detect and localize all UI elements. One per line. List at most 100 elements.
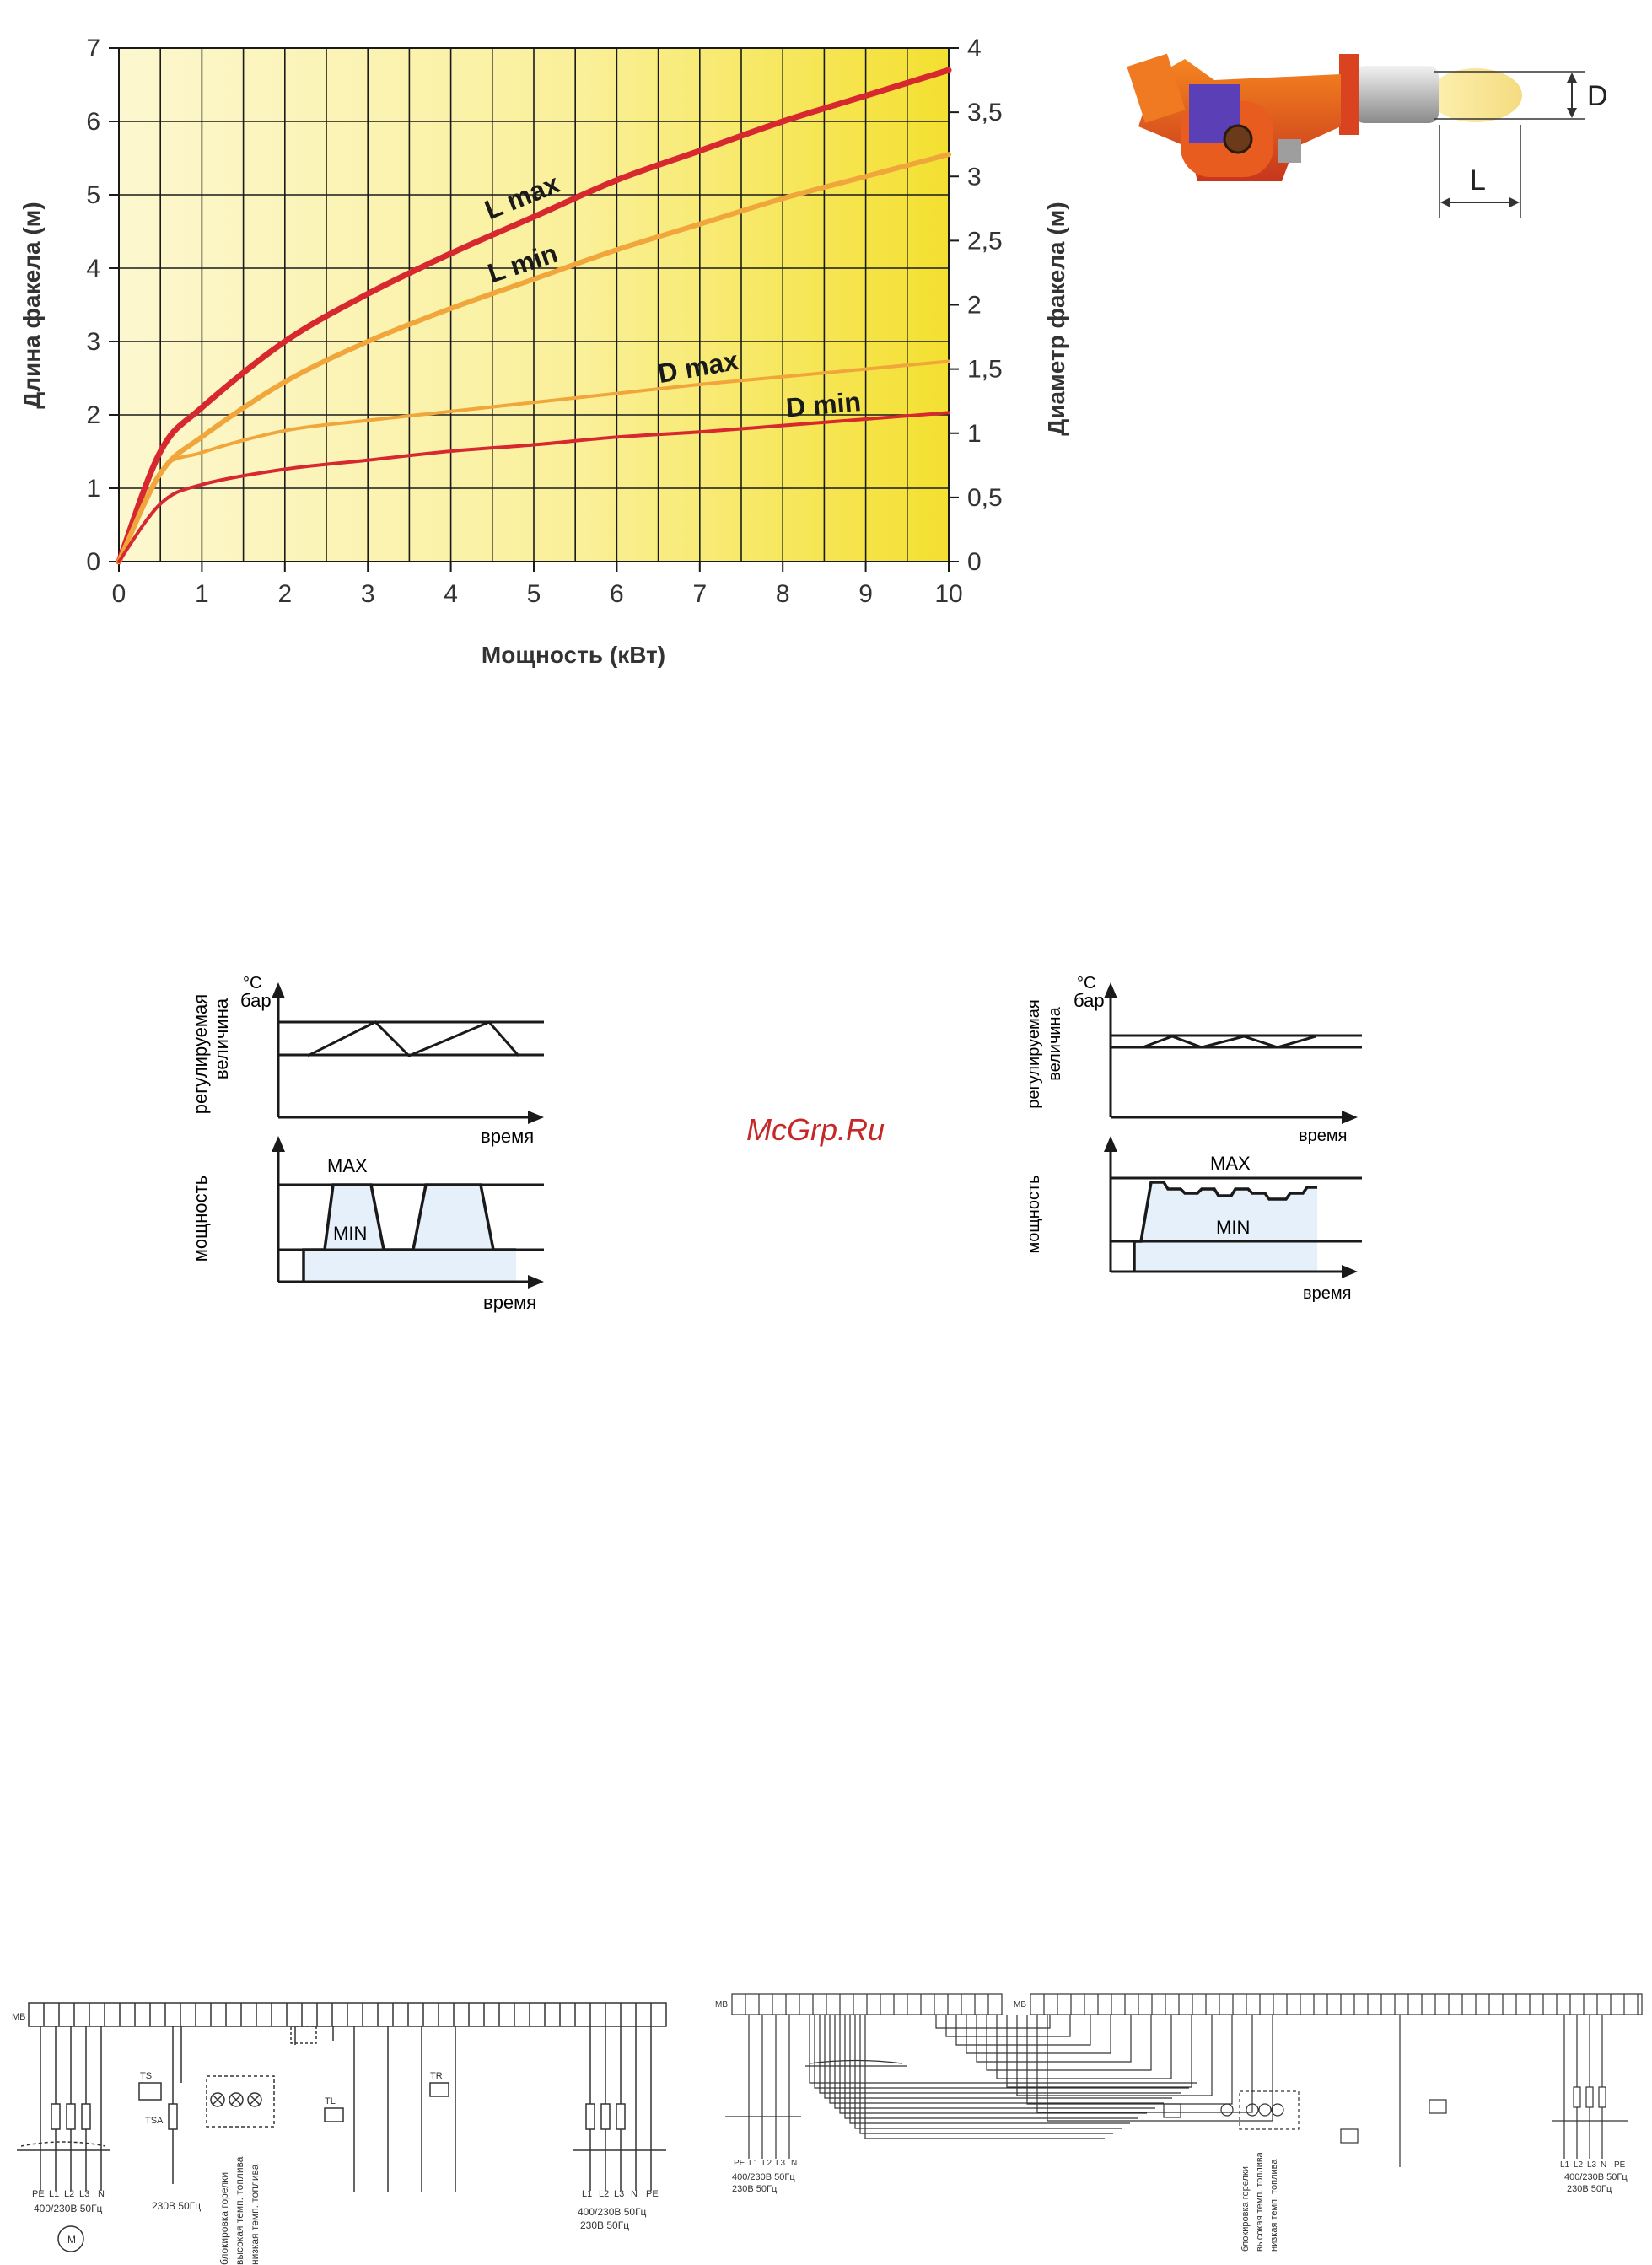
wiring-right-labels: PE L1 L2 L3 N 400/230В 50Гц 230В 50Гц бл… <box>732 2151 1628 2252</box>
terminal-strip-right <box>1030 1993 1643 2015</box>
flame-shape <box>1429 68 1522 122</box>
control-wire <box>1016 2015 1213 2096</box>
terminals <box>43 2003 652 2026</box>
y-tick-label: 7 <box>86 35 100 62</box>
y-tick-label: 4 <box>86 255 100 282</box>
y-label-value: величина <box>211 998 232 1079</box>
vertical-label: блокировка горелки <box>218 2172 230 2265</box>
y-axis-label: Длина факела (м) <box>19 202 45 408</box>
phase-label: L1 <box>1560 2160 1570 2170</box>
control-wire <box>1047 2015 1273 2122</box>
ts-label: TS <box>140 2071 152 2081</box>
y2-tick-label: 4 <box>967 35 982 62</box>
x-tick-label: 3 <box>361 580 375 608</box>
right-supply-1: 400/230В 50Гц <box>578 2206 647 2218</box>
lamp-icons <box>206 2075 275 2128</box>
terminals-2 <box>745 1994 1639 2015</box>
vertical-label: блокировка горелки <box>1240 2166 1251 2252</box>
supply-label-2: 400/230В 50Гц <box>732 2172 795 2182</box>
control-wire <box>829 2015 1164 2104</box>
y-label-regulated: регулируемая <box>190 994 211 1114</box>
wiring-right: MB MB <box>715 1993 1643 2167</box>
phase-label: L1 <box>582 2189 592 2199</box>
flange <box>1339 54 1359 135</box>
series-label: D min <box>785 386 863 423</box>
control-left: °C бар регулируемая величина время MAX M… <box>190 974 544 1313</box>
phase-label: N <box>1601 2160 1606 2170</box>
control-wire <box>854 2015 1122 2129</box>
y-tick-label: 0 <box>86 548 100 576</box>
control-wire <box>935 2015 1051 2029</box>
min-label: MIN <box>333 1223 367 1244</box>
phase-label: L3 <box>1587 2160 1597 2170</box>
vertical-label: низкая темп. топлива <box>1269 2159 1279 2252</box>
right-supply-3: 400/230В 50Гц <box>1564 2172 1628 2182</box>
length-label: L <box>1470 164 1486 196</box>
y2-tick-label: 0 <box>967 548 982 576</box>
y-tick-label: 6 <box>86 108 100 136</box>
control-wire <box>814 2015 1189 2089</box>
x-tick-label: 2 <box>277 580 292 608</box>
phase-label: L3 <box>614 2189 624 2199</box>
y2-tick-label: 0,5 <box>967 484 1003 512</box>
y2-tick-labels: 0 0,5 1 1,5 2 2,5 3 3,5 4 <box>949 35 1003 576</box>
control-wire <box>824 2015 1172 2099</box>
control-right: °C бар регулируемая величина время MAX M… <box>1025 974 1362 1303</box>
control-box <box>1278 139 1301 163</box>
power-trace <box>302 1183 516 1282</box>
tsa-label: TSA <box>145 2116 164 2126</box>
control-wire <box>996 2015 1172 2079</box>
control-wire <box>864 2015 1105 2139</box>
x-tick-label: 5 <box>527 580 541 608</box>
vertical-label: высокая темп. топлива <box>1255 2151 1265 2252</box>
terminal-block-label-3: MB <box>1014 2000 1026 2009</box>
svg-text:M: M <box>67 2234 76 2246</box>
phase-label: L1 <box>49 2189 59 2199</box>
supply-label-3: 230В 50Гц <box>732 2184 778 2194</box>
phase-label: PE <box>734 2159 745 2168</box>
y-label-value-2: величина <box>1046 1006 1064 1080</box>
x-tick-label: 7 <box>692 580 707 608</box>
regulated-value-trace <box>307 1020 520 1057</box>
fan-icon <box>1223 124 1253 154</box>
y2-tick-label: 1,5 <box>967 356 1003 384</box>
y-label-power-2: мощность <box>1025 1175 1043 1253</box>
burner-diagram: D L <box>1127 53 1608 218</box>
control-wire <box>844 2015 1138 2119</box>
x-label-time-3: время <box>1299 1127 1347 1145</box>
unit-celsius-2: °C <box>1077 974 1095 993</box>
control-wire <box>819 2015 1181 2094</box>
x-tick-label: 1 <box>195 580 209 608</box>
x-tick-label: 8 <box>776 580 790 608</box>
control-wire <box>966 2015 1111 2054</box>
wiring-left-labels: PE L1 L2 L3 N 400/230В 50Гц M TS TSA 230… <box>32 2071 659 2265</box>
phase-label: N <box>631 2189 638 2199</box>
y-tick-labels: 0 1 2 3 4 5 6 7 <box>86 35 119 576</box>
y-tick-label: 1 <box>86 475 100 503</box>
motor-icon <box>57 2225 84 2252</box>
control-wire <box>834 2015 1155 2109</box>
phase-label: L2 <box>64 2189 74 2199</box>
tr-label: TR <box>430 2071 443 2081</box>
y2-tick-label: 3 <box>967 163 982 191</box>
diameter-label: D <box>1587 80 1608 112</box>
phase-label: L3 <box>776 2159 786 2168</box>
control-wire <box>945 2015 1071 2037</box>
x-tick-label: 9 <box>858 580 873 608</box>
phase-label: PE <box>1614 2160 1626 2170</box>
y2-tick-label: 2 <box>967 292 982 320</box>
power-fill-mod <box>1134 1182 1317 1272</box>
unit-celsius: °C <box>243 974 261 993</box>
x-tick-label: 6 <box>610 580 624 608</box>
blast-tube <box>1354 66 1439 123</box>
y-label-power: мощность <box>190 1176 211 1262</box>
watermark: McGrp.Ru <box>746 1112 885 1147</box>
phase-label: PE <box>646 2189 659 2199</box>
series-line-l-max <box>116 67 952 565</box>
unit-bar: бар <box>240 990 272 1011</box>
x-tick-label: 0 <box>112 580 126 608</box>
y-tick-label: 5 <box>86 181 100 209</box>
unit-bar-2: бар <box>1074 990 1105 1011</box>
